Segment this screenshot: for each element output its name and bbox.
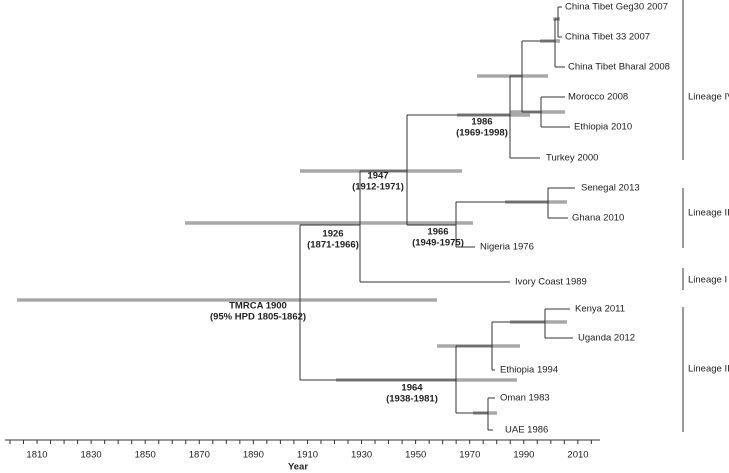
tip-label: Ghana 2010 [572, 213, 624, 224]
tip-label: Uganda 2012 [578, 333, 635, 344]
tip-label: Turkey 2000 [546, 153, 598, 164]
x-tick-label: 1950 [405, 450, 426, 461]
x-tick-label: 2010 [567, 450, 588, 461]
node-interval: (1949-1975) [412, 238, 464, 249]
x-tick-label: 1830 [81, 450, 102, 461]
node-age: 1986 [471, 117, 492, 128]
node-age: 1964 [401, 383, 423, 394]
tip-label: Ivory Coast 1989 [515, 277, 587, 288]
x-tick-label: 1990 [513, 450, 534, 461]
tip-label: China Tibet 33 2007 [565, 32, 650, 43]
tip-label: Senegal 2013 [581, 183, 640, 194]
node-age: TMRCA 1900 [229, 301, 287, 312]
node-age: 1966 [427, 227, 448, 238]
x-tick-label: 1870 [189, 450, 210, 461]
axis-label: Year [288, 462, 308, 473]
tip-label: Ethiopia 1994 [500, 365, 558, 376]
tip-label: Kenya 2011 [575, 304, 625, 315]
lineage-label: Lineage III [688, 364, 729, 375]
tip-label: China Tibet Bharal 2008 [568, 62, 670, 73]
tip-label: Nigeria 1976 [480, 242, 534, 253]
node-interval: (1938-1981) [386, 394, 438, 405]
node-interval: (1912-1971) [352, 182, 404, 193]
lineage-label: Lineage II [688, 208, 729, 219]
node-interval: (1969-1998) [456, 128, 508, 139]
node-age: 1947 [367, 171, 388, 182]
tip-label: China Tibet Geg30 2007 [565, 2, 668, 13]
lineage-label: Lineage IV [688, 92, 729, 103]
x-tick-label: 1910 [297, 450, 318, 461]
x-tick-label: 1850 [135, 450, 156, 461]
x-tick-label: 1890 [243, 450, 264, 461]
tip-label: Ethiopia 2010 [574, 122, 632, 133]
x-tick-label: 1970 [459, 450, 480, 461]
tip-label: UAE 1986 [505, 425, 548, 436]
node-interval: (95% HPD 1805-1862) [210, 312, 306, 323]
lineage-label: Lineage I [688, 275, 727, 286]
x-tick-label: 1930 [351, 450, 372, 461]
x-tick-label: 1810 [26, 450, 47, 461]
tip-label: Oman 1983 [500, 393, 550, 404]
tip-label: Morocco 2008 [568, 92, 628, 103]
node-age: 1926 [322, 229, 343, 240]
node-interval: (1871-1966) [307, 240, 359, 251]
